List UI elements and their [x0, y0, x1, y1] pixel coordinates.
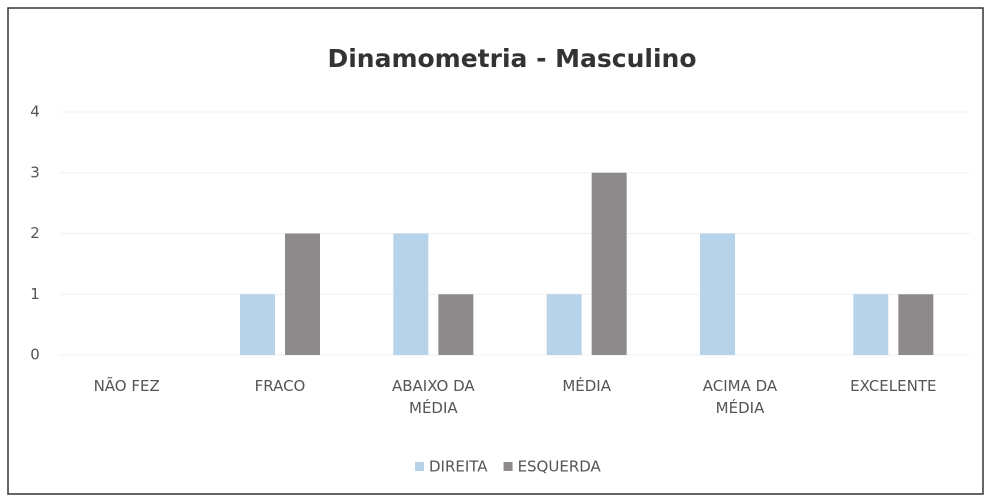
x-tick-label: NÃO FEZ [94, 376, 160, 395]
chart-title: Dinamometria - Masculino [327, 44, 696, 73]
legend-swatch [503, 462, 513, 471]
x-tick-label: FRACO [255, 377, 306, 395]
y-tick-label: 1 [30, 285, 40, 303]
chart-frame [7, 7, 984, 495]
bar [393, 233, 429, 355]
legend-label: ESQUERDA [518, 458, 602, 476]
bar [285, 233, 320, 355]
x-tick-label: EXCELENTE [850, 377, 936, 395]
x-tick-label: MÉDIA [562, 376, 611, 395]
legend-swatch [415, 462, 424, 471]
x-tick-label: ABAIXO DA MÉDIA [392, 377, 475, 417]
x-tick-label: ACIMA DA MÉDIA [703, 377, 778, 417]
bar [438, 294, 474, 355]
y-tick-label: 4 [30, 103, 40, 121]
bar [898, 294, 934, 355]
bar [546, 294, 582, 355]
bar [853, 294, 889, 355]
bar [700, 233, 735, 355]
y-tick-label: 3 [30, 163, 40, 181]
bar [591, 172, 627, 355]
y-tick-label: 0 [30, 346, 40, 364]
legend-label: DIREITA [429, 458, 488, 476]
y-tick-label: 2 [30, 224, 40, 242]
bar [240, 294, 275, 355]
